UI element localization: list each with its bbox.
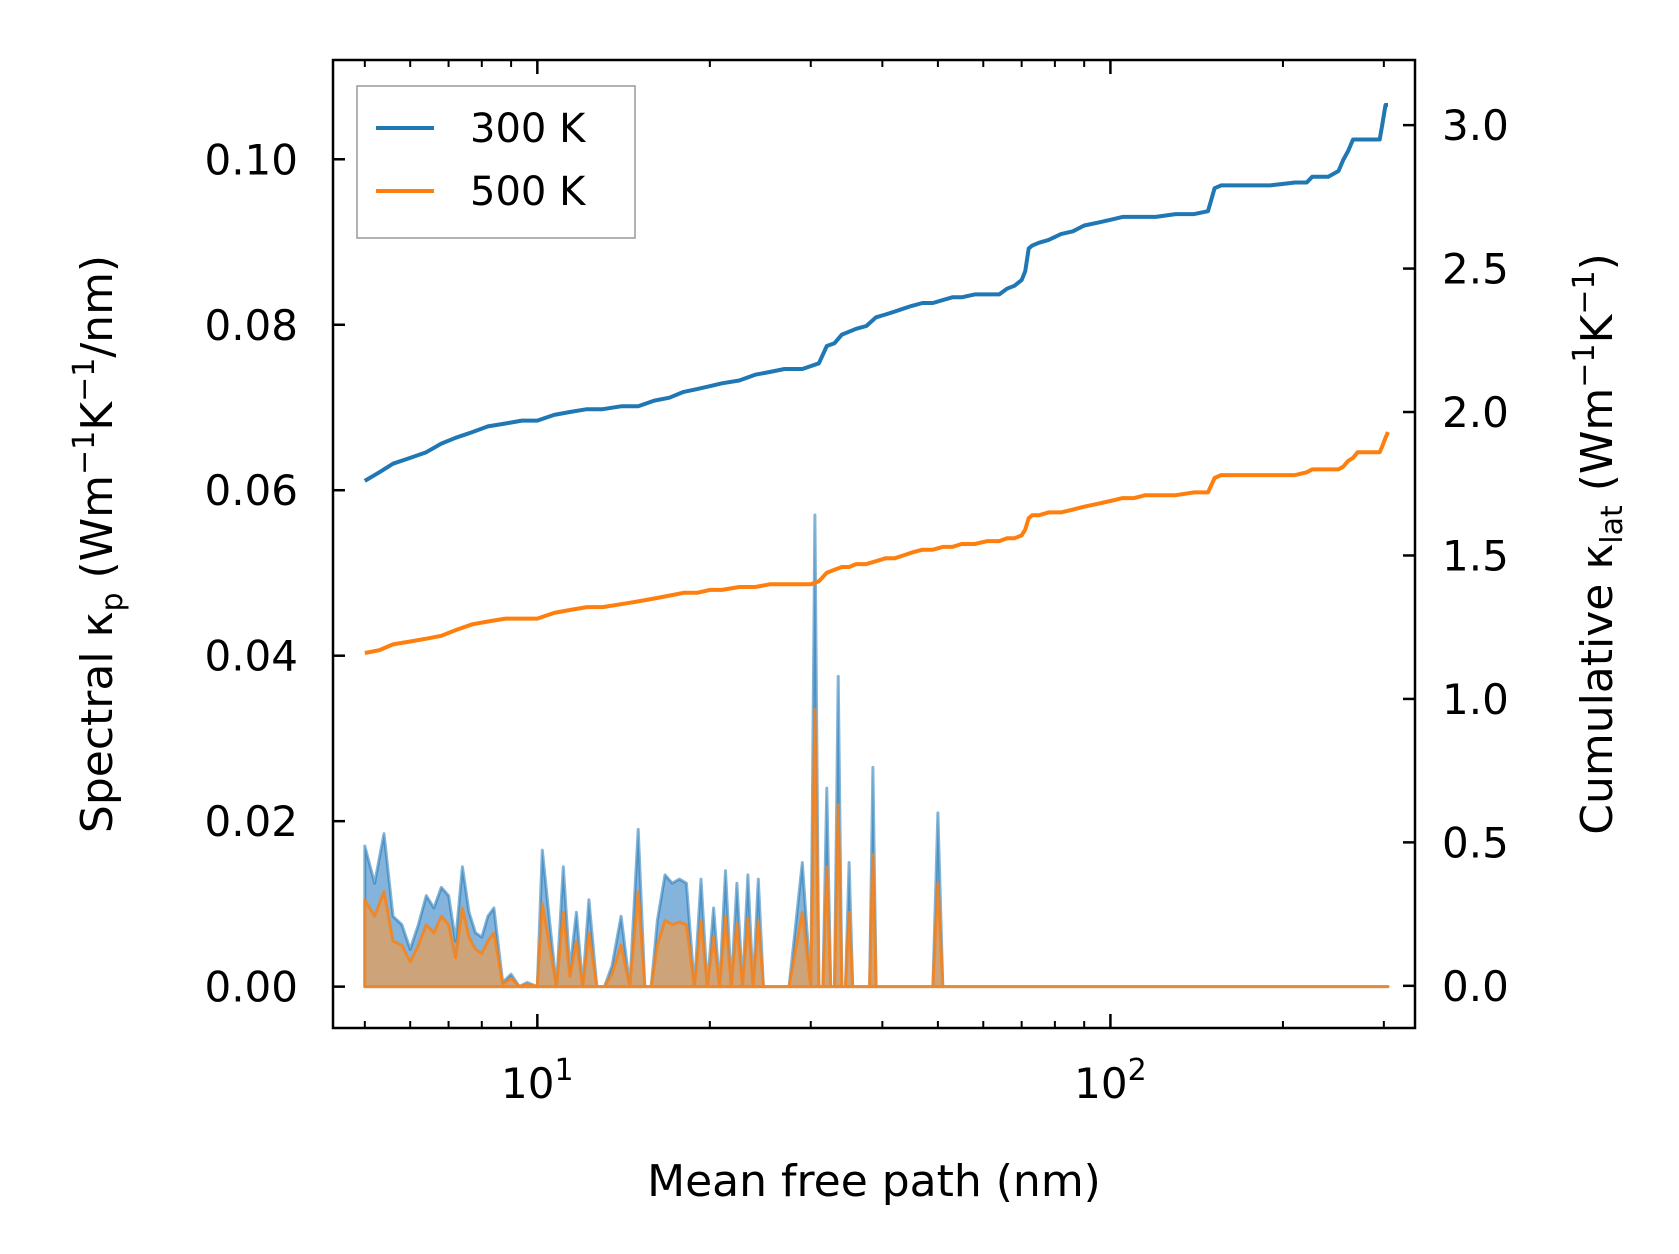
x-tick-label-1: 102 (1074, 1053, 1147, 1108)
cumulative-line-300k (363, 103, 1388, 483)
plot-frame (331, 58, 1417, 1030)
y-tick-label-right-3: 1.5 (1442, 531, 1509, 580)
spectral-area-300k (363, 513, 1390, 989)
y-tick-label-right-2: 1.0 (1442, 675, 1509, 724)
y-tick-label-left-3: 0.06 (204, 466, 298, 515)
y-axis-label-left: Spectral κp (Wm−1K−1/nm) (67, 255, 130, 833)
legend-label-500k: 500 K (470, 169, 587, 215)
y-tick-label-left-1: 0.02 (204, 797, 298, 846)
spectral-fills (363, 513, 1390, 989)
y-tick-label-left-4: 0.08 (204, 301, 298, 350)
y-tick-label-right-4: 2.0 (1442, 388, 1509, 437)
y-tick-label-right-0: 0.0 (1442, 962, 1509, 1011)
y-axis-label-right: Cumulative κlat (Wm−1K−1) (1567, 253, 1630, 835)
y-tick-label-right-1: 0.5 (1442, 818, 1509, 867)
x-axis-label: Mean free path (nm) (647, 1156, 1101, 1207)
series-lines (363, 103, 1390, 655)
legend-label-300k: 300 K (470, 106, 587, 152)
y-tick-label-left-5: 0.10 (204, 135, 298, 184)
y-tick-label-right-5: 2.5 (1442, 245, 1509, 294)
y-tick-label-left-2: 0.04 (204, 632, 298, 681)
y-tick-label-left-0: 0.00 (204, 963, 298, 1012)
x-tick-label-0: 101 (501, 1053, 574, 1108)
spectral-area-500k (363, 708, 1390, 989)
legend-box (356, 85, 636, 239)
cumulative-line-500k (364, 431, 1390, 655)
y-tick-label-right-6: 3.0 (1442, 101, 1509, 150)
legend: 300 K 500 K (356, 85, 636, 239)
axis-ticks: 0.00 0.02 0.04 0.06 0.08 0.10 0.0 0.5 1.0 1.5 2.0 2… (204, 60, 1509, 1108)
